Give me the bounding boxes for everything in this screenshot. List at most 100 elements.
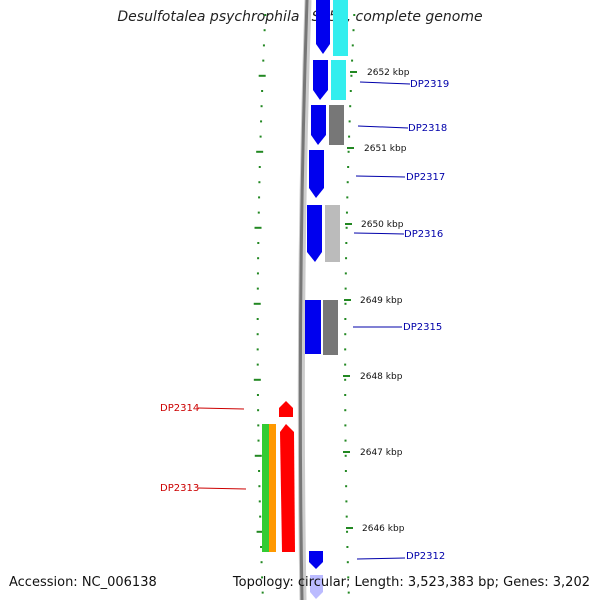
- leader-line: [357, 125, 409, 129]
- minor-tick: [344, 394, 347, 396]
- minor-tick: [347, 150, 350, 153]
- genome-backbone-core: [298, 0, 309, 600]
- minor-tick: [256, 530, 264, 533]
- gene-label-dp2313: DP2313: [160, 483, 199, 494]
- gene-labels: DP2319 DP2318 DP2317 DP2316 DP2315 DP231…: [160, 79, 449, 562]
- minor-tick: [258, 485, 261, 488]
- minor-tick: [256, 394, 259, 396]
- gene-arrow-dp2319: [313, 60, 328, 100]
- minor-tick: [264, 14, 267, 16]
- feature-bar-green: [262, 424, 269, 552]
- feature-bar-orange: [269, 424, 276, 552]
- gene-arrow-dp2316: [307, 205, 322, 262]
- minor-tick: [351, 44, 354, 47]
- minor-tick: [259, 515, 262, 518]
- minor-tick: [261, 591, 264, 594]
- tick-label: 2649 kbp: [360, 296, 403, 306]
- tick-label: 2646 kbp: [362, 524, 405, 534]
- minor-tick: [347, 166, 350, 168]
- minor-tick: [260, 120, 263, 123]
- feature-box-dp2318: [329, 105, 344, 145]
- minor-tick: [348, 120, 351, 123]
- gene-label-dp2318: DP2318: [408, 123, 447, 134]
- minor-tick: [256, 333, 259, 336]
- minor-tick: [344, 439, 347, 442]
- minor-tick: [348, 135, 351, 138]
- minor-tick: [346, 561, 349, 564]
- minor-tick: [256, 150, 264, 153]
- leader-line: [355, 175, 406, 178]
- tick-label: 2652 kbp: [367, 68, 410, 78]
- minor-tick: [256, 348, 259, 351]
- minor-tick: [346, 181, 349, 184]
- minor-tick: [345, 226, 348, 229]
- gene-label-dp2317: DP2317: [406, 172, 445, 183]
- minor-tick: [344, 378, 347, 381]
- gene-arrow-top: [316, 0, 330, 54]
- minor-tick: [256, 363, 259, 366]
- minor-tick: [258, 500, 261, 503]
- leader-line: [197, 487, 247, 490]
- minor-tick: [350, 74, 353, 77]
- minor-tick: [261, 576, 264, 579]
- minor-tick: [257, 424, 260, 427]
- left-tick-ring: [253, 14, 267, 594]
- minor-tick: [344, 470, 347, 472]
- tick-label: 2651 kbp: [364, 144, 407, 154]
- minor-tick: [254, 226, 262, 229]
- minor-tick: [347, 591, 350, 594]
- gene-arrow-dp2312: [309, 551, 323, 569]
- minor-tick: [257, 211, 260, 214]
- minor-tick: [351, 59, 354, 62]
- minor-tick: [258, 470, 261, 472]
- gene-arrow-dp2312-tail: [310, 575, 323, 599]
- minor-tick: [345, 242, 348, 244]
- minor-tick: [261, 90, 264, 92]
- leader-line: [356, 557, 406, 560]
- minor-tick: [253, 378, 261, 381]
- minor-tick: [344, 409, 347, 412]
- minor-tick: [346, 546, 349, 548]
- minor-tick: [253, 302, 261, 305]
- gene-label-dp2319: DP2319: [410, 79, 449, 90]
- tick-labels: 2652 kbp 2651 kbp 2650 kbp 2649 kbp 2648…: [343, 68, 410, 534]
- minor-tick: [257, 409, 260, 412]
- gene-label-dp2314: DP2314: [160, 403, 199, 414]
- leader-line: [353, 232, 405, 235]
- minor-tick: [345, 515, 348, 518]
- leader-line: [359, 81, 411, 85]
- tick-label: 2648 kbp: [360, 372, 403, 382]
- minor-tick: [262, 44, 265, 47]
- accession-text: Accession: NC_006138: [9, 575, 157, 590]
- minor-tick: [256, 318, 259, 320]
- minor-tick: [349, 105, 352, 108]
- minor-tick: [258, 74, 266, 77]
- minor-tick: [344, 333, 347, 336]
- minor-tick: [262, 59, 265, 62]
- tick-label: 2650 kbp: [361, 220, 404, 230]
- minor-tick: [344, 287, 347, 290]
- minor-tick: [260, 105, 263, 108]
- minor-tick: [256, 272, 259, 275]
- minor-tick: [254, 454, 262, 457]
- minor-tick: [344, 302, 347, 305]
- minor-tick: [344, 318, 347, 320]
- minor-tick: [257, 439, 260, 442]
- minor-tick: [257, 242, 260, 244]
- tick-label: 2647 kbp: [360, 448, 403, 458]
- minor-tick: [345, 500, 348, 503]
- minor-tick: [260, 546, 263, 548]
- genome-summary-text: Topology: circular; Length: 3,523,383 bp…: [232, 575, 590, 590]
- minor-tick: [344, 424, 347, 427]
- minor-tick: [258, 196, 261, 199]
- minor-tick: [263, 29, 266, 32]
- minor-tick: [258, 181, 261, 184]
- gene-label-dp2312: DP2312: [406, 551, 445, 562]
- gene-arrow-dp2315: [305, 300, 321, 354]
- gene-label-dp2315: DP2315: [403, 322, 442, 333]
- minor-tick: [349, 90, 352, 92]
- feature-box-top: [333, 0, 348, 56]
- gene-arrow-dp2314: [279, 401, 293, 417]
- gene-arrow-dp2317: [309, 150, 324, 198]
